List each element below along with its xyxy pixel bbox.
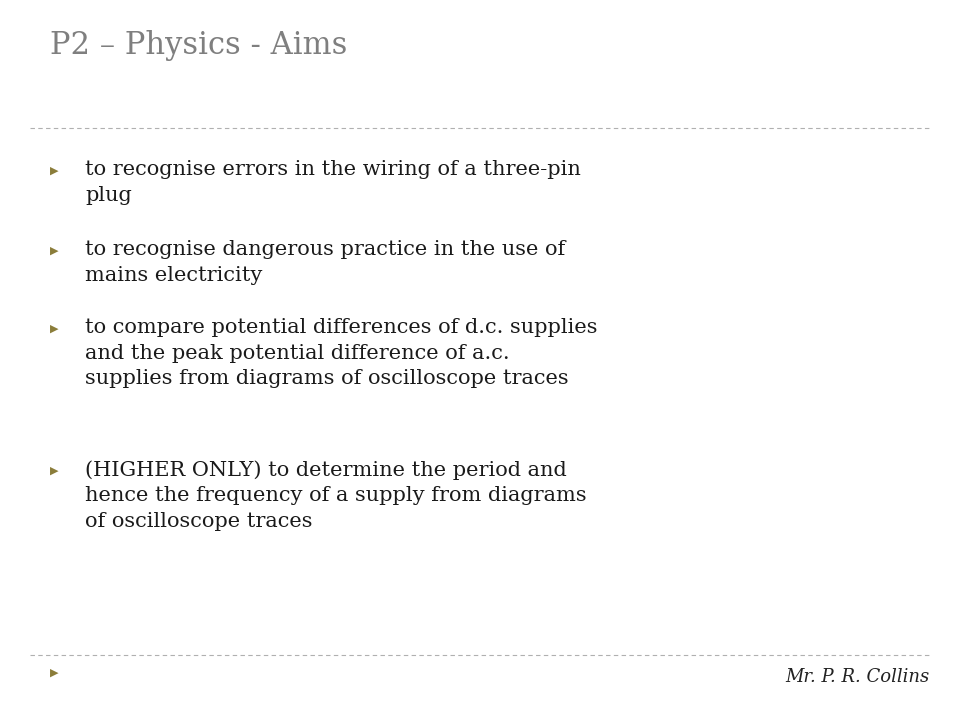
Text: ▶: ▶ <box>50 324 59 334</box>
Text: P2 – Physics - Aims: P2 – Physics - Aims <box>50 30 348 61</box>
Text: to recognise dangerous practice in the use of
mains electricity: to recognise dangerous practice in the u… <box>85 240 565 284</box>
Text: to recognise errors in the wiring of a three-pin
plug: to recognise errors in the wiring of a t… <box>85 160 581 204</box>
Text: (HIGHER ONLY) to determine the period and
hence the frequency of a supply from d: (HIGHER ONLY) to determine the period an… <box>85 460 587 531</box>
Text: to compare potential differences of d.c. supplies
and the peak potential differe: to compare potential differences of d.c.… <box>85 318 597 389</box>
Text: ▶: ▶ <box>50 166 59 176</box>
Text: Mr. P. R. Collins: Mr. P. R. Collins <box>785 668 930 686</box>
Text: ▶: ▶ <box>50 466 59 476</box>
Text: ▶: ▶ <box>50 668 59 678</box>
Text: ▶: ▶ <box>50 246 59 256</box>
